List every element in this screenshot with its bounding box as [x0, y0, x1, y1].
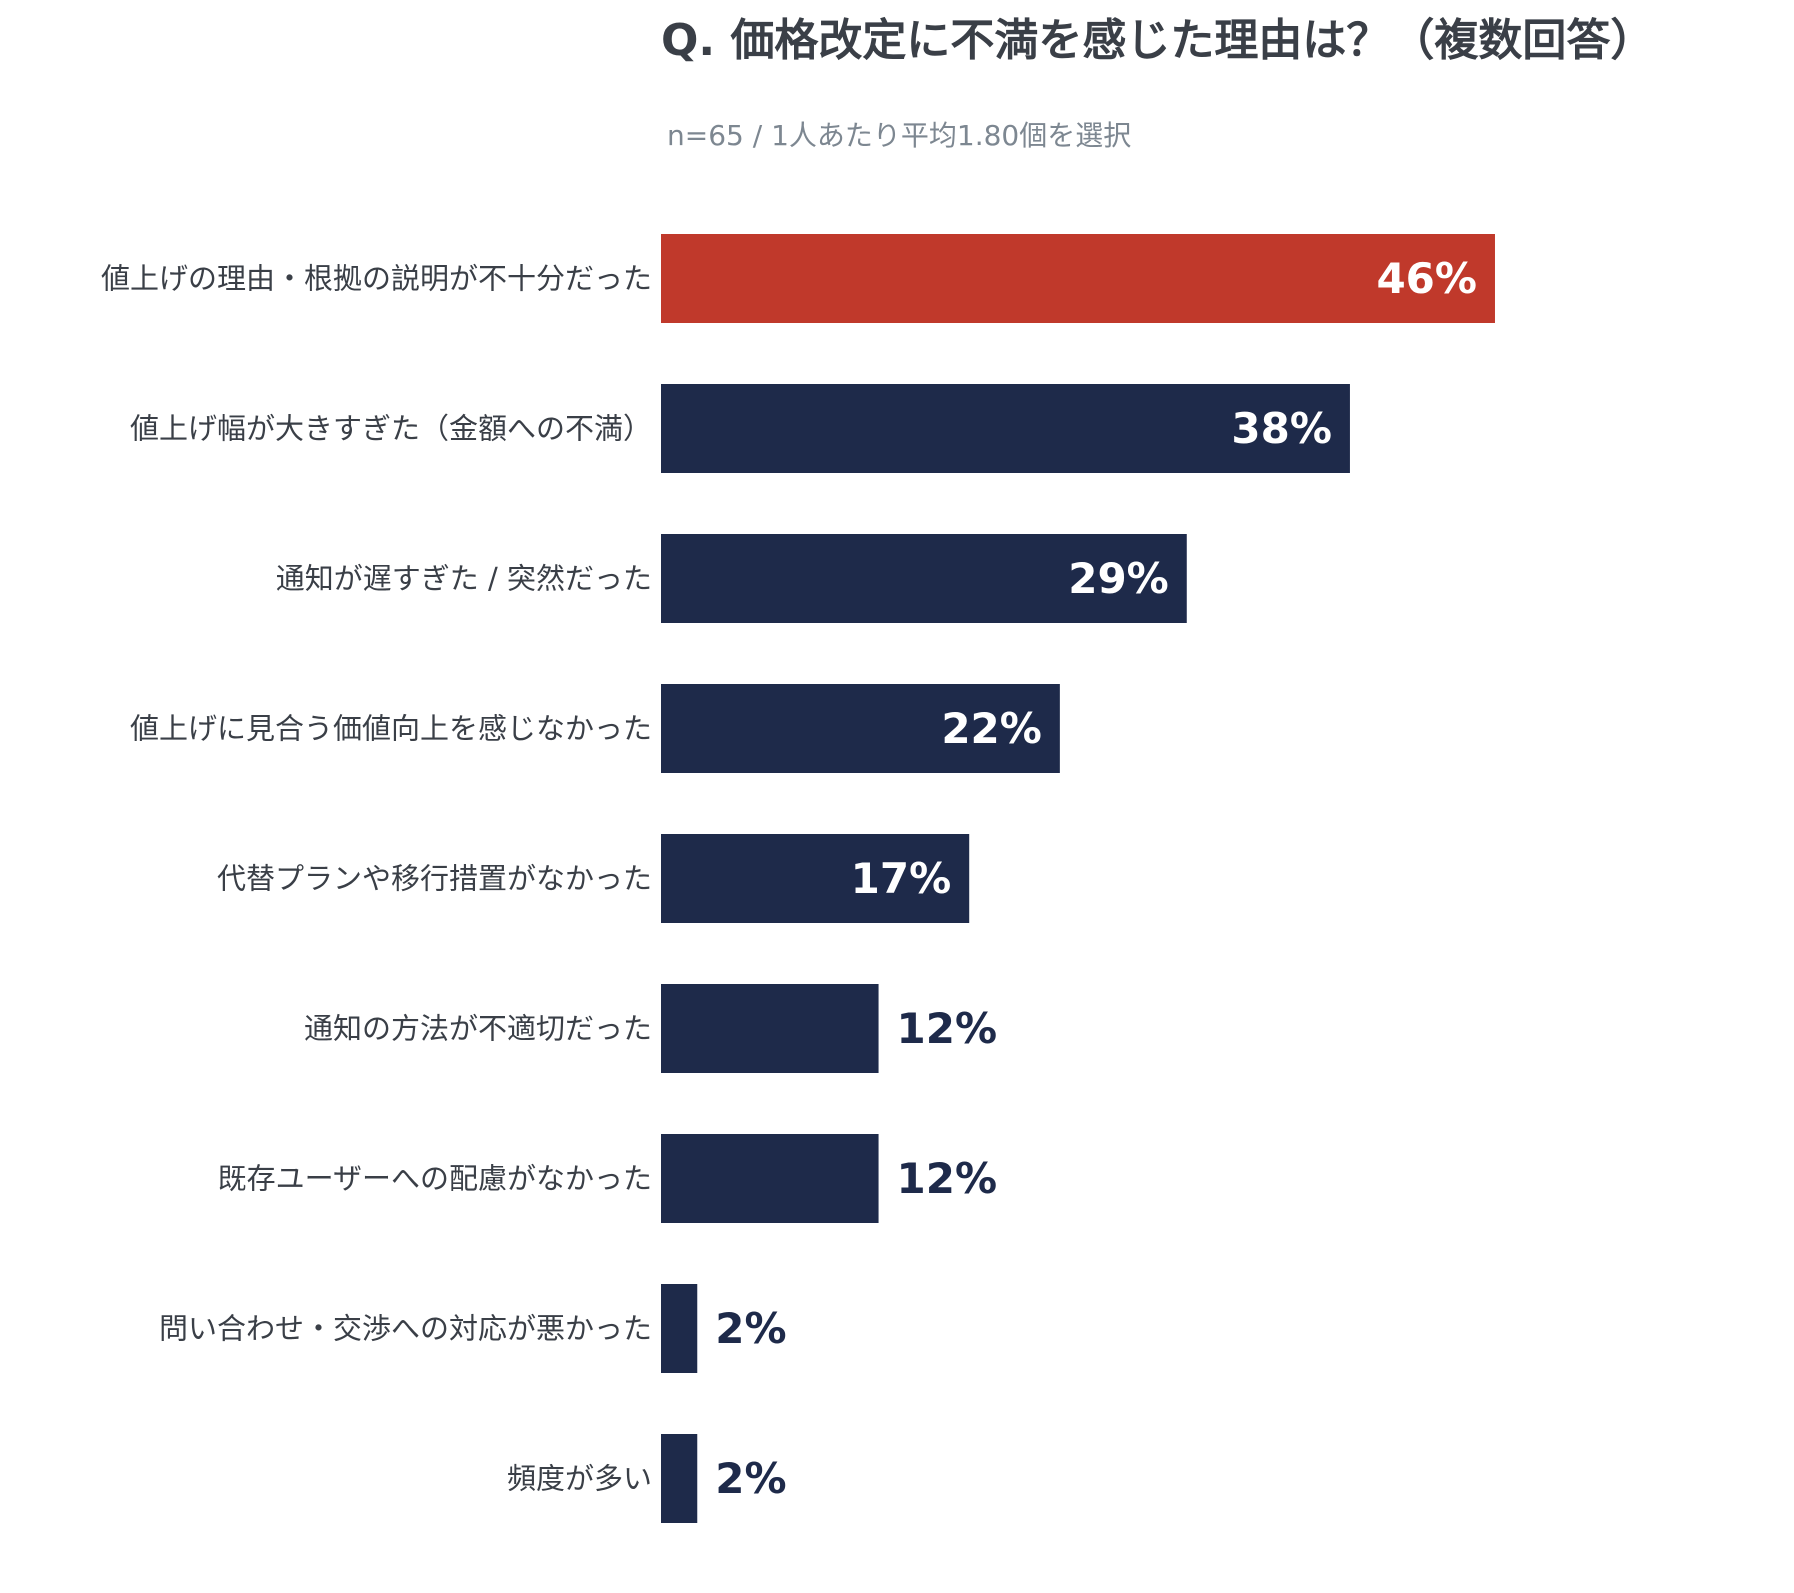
value-label-2: 38% [1231, 404, 1332, 453]
value-label-4: 22% [941, 704, 1042, 753]
category-label-3: 通知が遅すぎた / 突然だった [276, 562, 652, 596]
bar-4 [661, 684, 1060, 773]
bars-group: 値上げの理由・根拠の説明が不十分だった 46% 値上げ幅が大きすぎた（金額への不満）… [101, 234, 1495, 1523]
bar-1 [661, 234, 1495, 323]
value-label-3: 29% [1068, 554, 1169, 603]
category-label-1: 値上げの理由・根拠の説明が不十分だった [101, 262, 652, 296]
category-label-5: 代替プランや移行措置がなかった [217, 862, 652, 896]
bar-6 [661, 984, 879, 1073]
value-label-5: 17% [851, 854, 952, 903]
value-label-1: 46% [1376, 254, 1477, 303]
bar-8 [661, 1284, 698, 1373]
value-label-8: 2% [715, 1304, 786, 1353]
chart-title: Q. 価格改定に不満を感じた理由は？（複数回答） [661, 15, 1655, 66]
value-label-6: 12% [897, 1004, 998, 1053]
bar-5 [661, 834, 970, 923]
category-label-7: 既存ユーザーへの配慮がなかった [218, 1162, 652, 1196]
category-label-4: 値上げに見合う価値向上を感じなかった [130, 712, 652, 746]
chart-subtitle: n=65 / 1人あたり平均1.80個を選択 [667, 119, 1132, 152]
bar-3 [661, 534, 1187, 623]
category-label-8: 問い合わせ・交渉への対応が悪かった [159, 1312, 652, 1346]
bar-2 [661, 384, 1350, 473]
category-label-2: 値上げ幅が大きすぎた（金額への不満） [130, 412, 652, 446]
value-label-7: 12% [897, 1154, 998, 1203]
category-label-9: 頻度が多い [507, 1462, 652, 1496]
bar-9 [661, 1434, 698, 1523]
bar-7 [661, 1134, 879, 1223]
category-label-6: 通知の方法が不適切だった [304, 1012, 652, 1046]
value-label-9: 2% [715, 1454, 786, 1503]
